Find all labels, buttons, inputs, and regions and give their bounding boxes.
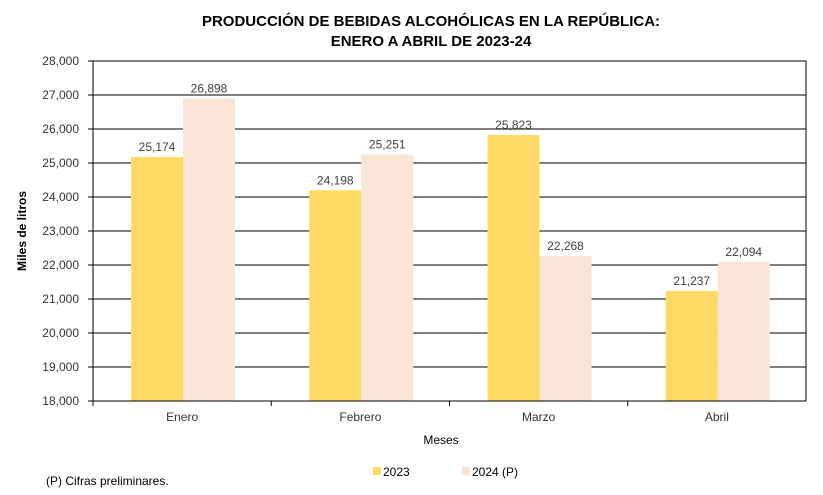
- chart-title-line-2: ENERO A ABRIL DE 2023-24: [331, 33, 532, 50]
- data-label: 25,823: [495, 118, 532, 132]
- y-tick-label: 28,000: [42, 54, 79, 68]
- bar-2023-febrero: [309, 190, 362, 401]
- y-tick-label: 19,000: [42, 360, 79, 374]
- legend-swatch-2024: [462, 467, 470, 475]
- data-label: 26,898: [191, 81, 228, 95]
- bar-2024p-febrero: [361, 154, 414, 401]
- y-axis-title: Miles de litros: [15, 191, 29, 271]
- y-tick-label: 20,000: [42, 326, 79, 340]
- y-tick-label: 25,000: [42, 156, 79, 170]
- x-tick-label: Marzo: [522, 410, 556, 424]
- data-label: 24,198: [317, 173, 354, 187]
- data-label: 22,268: [547, 239, 584, 253]
- y-tick-label: 21,000: [42, 292, 79, 306]
- y-tick-label: 18,000: [42, 394, 79, 408]
- legend-label-2024: 2024 (P): [472, 465, 518, 479]
- x-tick-label: Abril: [705, 410, 729, 424]
- x-axis-title: Meses: [423, 433, 458, 447]
- chart-title-line-1: PRODUCCIÓN DE BEBIDAS ALCOHÓLICAS EN LA …: [202, 12, 660, 30]
- bar-2024p-abril: [717, 261, 770, 401]
- legend: 2023 2024 (P): [373, 465, 518, 479]
- x-tick-label: Febrero: [339, 410, 381, 424]
- bar-2023-abril: [665, 290, 718, 401]
- bar-2024p-marzo: [539, 255, 592, 401]
- plot-area-border: [92, 60, 807, 402]
- legend-label-2023: 2023: [383, 465, 410, 479]
- bar-2023-enero: [131, 157, 183, 401]
- bar-2023-marzo: [487, 135, 540, 401]
- y-tick-label: 22,000: [42, 258, 79, 272]
- y-tick-label: 27,000: [42, 88, 79, 102]
- data-label: 22,094: [725, 245, 762, 259]
- legend-swatch-2023: [373, 467, 381, 475]
- y-tick-label: 24,000: [42, 190, 79, 204]
- y-tick-label: 26,000: [42, 122, 79, 136]
- x-tick-label: Enero: [166, 410, 198, 424]
- bar-2024p-enero: [183, 98, 235, 401]
- data-label: 25,174: [139, 140, 176, 154]
- footnote: (P) Cifras preliminares.: [46, 474, 169, 488]
- y-tick-label: 23,000: [42, 224, 79, 238]
- data-label: 25,251: [369, 137, 406, 151]
- data-label: 21,237: [673, 274, 710, 288]
